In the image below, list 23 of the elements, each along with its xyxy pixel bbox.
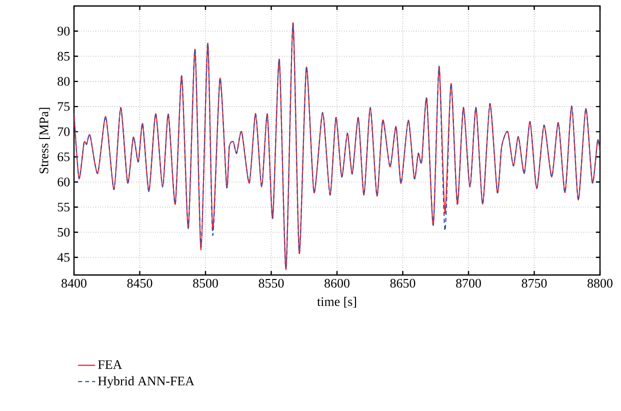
- y-tick-label: 70: [58, 127, 70, 136]
- y-tick-label: 55: [58, 202, 70, 212]
- x-tick-label: 8750: [522, 278, 547, 288]
- x-tick-label: 8700: [456, 278, 481, 288]
- legend-label: Hybrid ANN-FEA: [98, 376, 194, 388]
- x-tick-label: 8500: [193, 278, 218, 288]
- y-tick-label: 45: [57, 253, 70, 262]
- x-tick-label: 8550: [258, 278, 284, 288]
- legend-label: FEA: [98, 360, 122, 369]
- x-tick-label: 8800: [588, 278, 612, 288]
- x-axis-title: time [s]: [317, 296, 356, 308]
- y-tick-label: 75: [58, 102, 70, 111]
- y-tick-label: 90: [58, 26, 70, 36]
- y-tick-label: 80: [58, 77, 70, 86]
- x-tick-label: 8650: [390, 278, 416, 288]
- y-tick-label: 85: [58, 52, 70, 61]
- x-tick-label: 8400: [62, 278, 86, 288]
- y-tick-label: 65: [58, 152, 70, 162]
- y-tick-label: 50: [58, 228, 70, 237]
- x-tick-label: 8450: [127, 278, 152, 288]
- y-axis-title: Stress [MPa]: [39, 108, 50, 174]
- y-tick-label: 60: [58, 178, 70, 186]
- x-tick-label: 8600: [324, 278, 350, 288]
